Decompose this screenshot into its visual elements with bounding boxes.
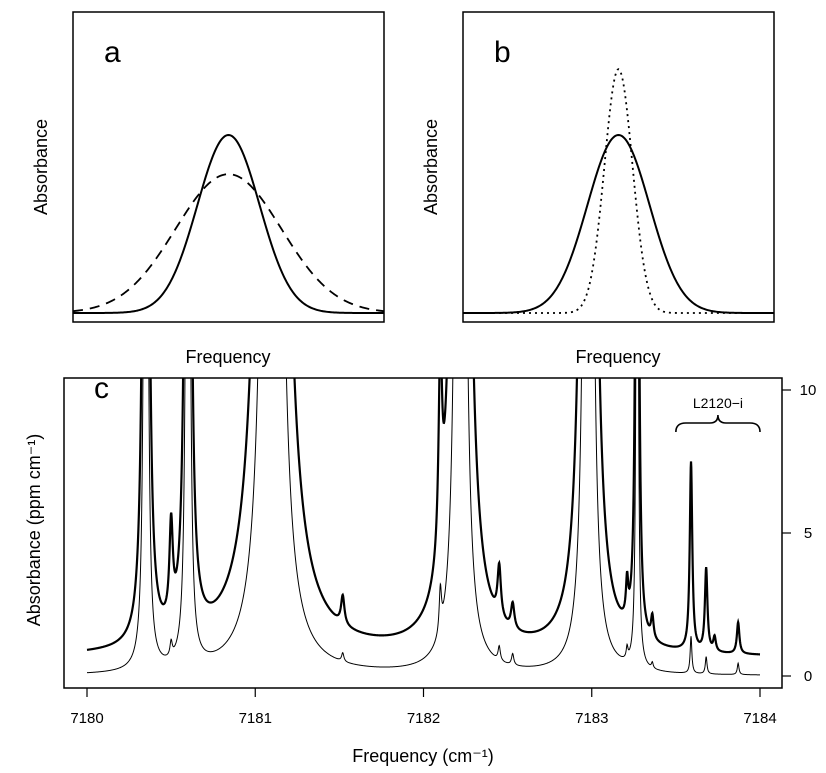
panel-c-annotation-label: L2120−i (693, 395, 743, 411)
panel-c-y-ticks: 0 5 10 (782, 382, 816, 685)
panel-a-ylabel: Absorbance (31, 119, 51, 215)
panel-c-ylabel: Absorbance (ppm cm⁻¹) (24, 434, 44, 627)
panel-c: c Absorbance (ppm cm⁻¹) Frequency (cm⁻¹)… (24, 372, 816, 766)
panel-b-ylabel: Absorbance (421, 119, 441, 215)
panel-b-frame (462, 11, 775, 323)
x-tick-label: 7181 (239, 710, 272, 727)
panel-c-thick-spectrum (86, 378, 761, 656)
panel-c-label: c (94, 372, 109, 405)
panel-a-label: a (104, 36, 121, 69)
y-tick-label: 0 (804, 668, 812, 685)
panel-c-thin-spectrum (86, 378, 760, 676)
x-tick-label: 7180 (70, 710, 103, 727)
panel-c-annotation-brace (675, 414, 761, 433)
panel-a-xlabel: Frequency (185, 347, 270, 367)
panel-a-solid-curve (73, 133, 384, 314)
panel-b: b Absorbance Frequency (421, 11, 775, 367)
x-tick-label: 7184 (743, 710, 776, 727)
panel-a-frame (72, 11, 385, 323)
panel-a: a Absorbance Frequency (31, 11, 385, 367)
x-tick-label: 7182 (407, 710, 440, 727)
panel-b-solid-curve (463, 133, 774, 314)
panel-c-xlabel: Frequency (cm⁻¹) (352, 746, 494, 766)
panel-a-dashed-curve (72, 173, 385, 313)
y-tick-label: 5 (804, 525, 812, 542)
x-tick-label: 7183 (575, 710, 608, 727)
panel-c-x-ticks: 7180 7181 7182 7183 7184 (70, 688, 777, 727)
y-tick-label: 10 (800, 382, 817, 399)
panel-b-dotted-curve (463, 68, 774, 314)
panel-b-xlabel: Frequency (575, 347, 660, 367)
panel-b-label: b (494, 36, 511, 69)
